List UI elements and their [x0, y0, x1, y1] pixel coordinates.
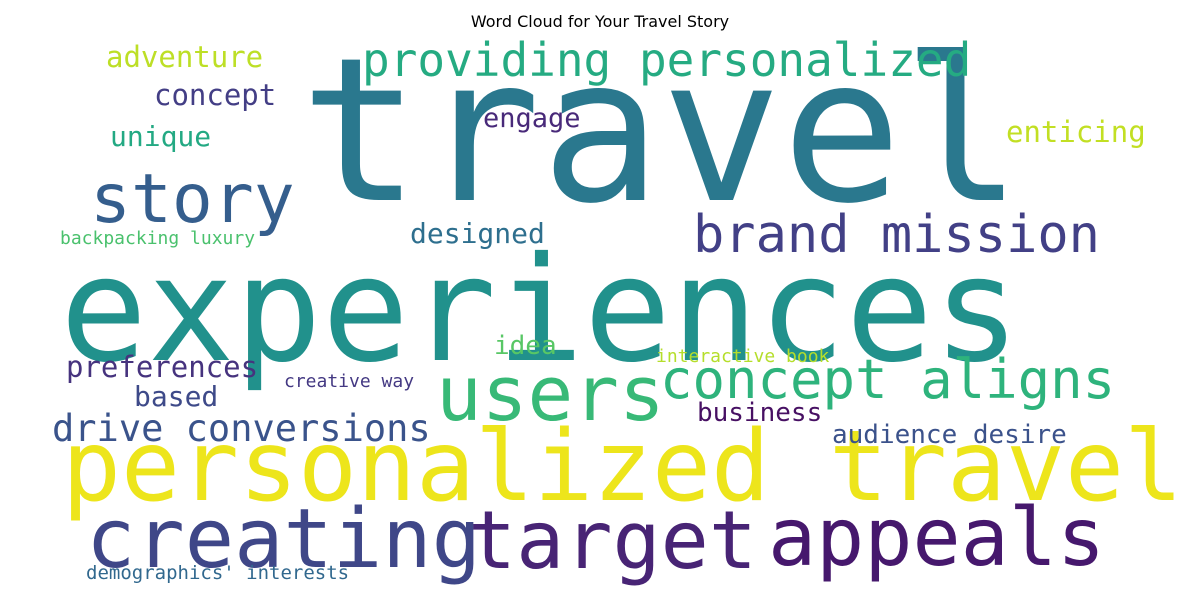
word-preferences: preferences [66, 350, 258, 384]
word-personalized-travel: personalized travel [62, 410, 1183, 524]
word-engage: engage [483, 103, 581, 134]
word-concept-aligns: concept aligns [660, 348, 1115, 411]
word-unique: unique [110, 120, 211, 153]
word-story: story [90, 160, 295, 239]
word-creating: creating [86, 492, 481, 587]
word-idea: idea [494, 331, 557, 361]
word-business: business [697, 398, 822, 428]
chart-title: Word Cloud for Your Travel Story [470, 12, 730, 31]
word-appeals: appeals [768, 491, 1105, 584]
word-enticing: enticing [1006, 115, 1146, 149]
word-based: based [134, 380, 218, 413]
word-experiences: experiences [60, 226, 1020, 395]
word-brand-mission: brand mission [693, 205, 1100, 265]
word-target: target [468, 494, 757, 587]
word-users: users [436, 349, 665, 438]
word-audience-desire: audience desire [832, 420, 1067, 450]
word-adventure: adventure [106, 40, 263, 74]
word-creative-way: creative way [284, 371, 414, 392]
word-providing-personalized: providing personalized [362, 33, 971, 87]
word-backpacking-luxury: backpacking luxury [60, 228, 255, 249]
word-concept: concept [154, 78, 276, 112]
word-interactive-book: interactive book [656, 346, 830, 367]
word-designed: designed [410, 217, 545, 250]
word-drive-conversions: drive conversions [52, 407, 431, 450]
word-demographics-interests: demographics' interests [86, 562, 349, 584]
word-travel: travel [300, 15, 1022, 248]
